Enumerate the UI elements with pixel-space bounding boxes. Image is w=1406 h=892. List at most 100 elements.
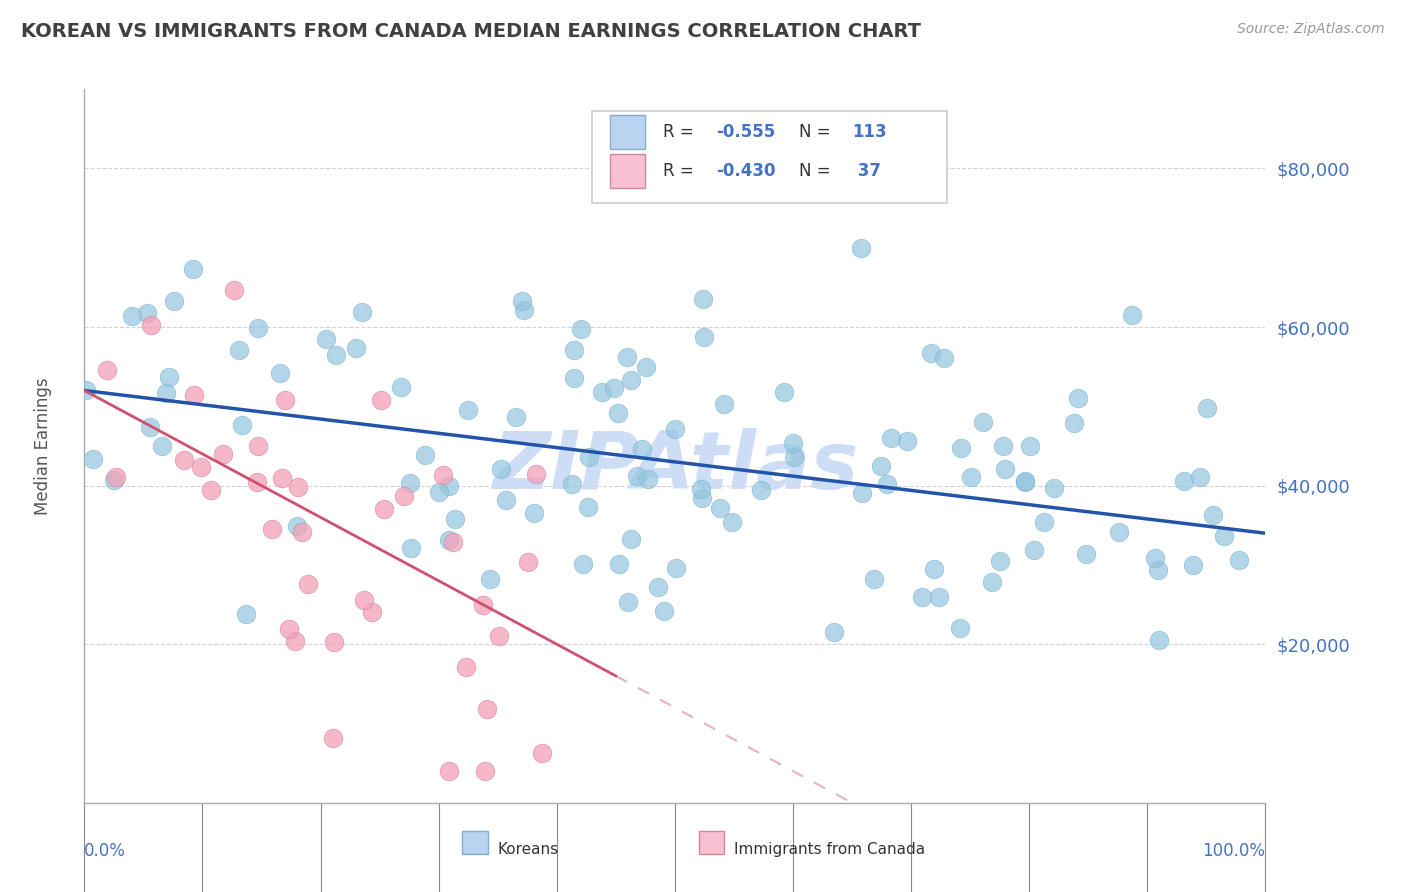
Point <box>284 633 307 648</box>
Point <box>163 293 186 308</box>
Point <box>491 462 513 476</box>
Point <box>287 480 309 494</box>
Point <box>607 406 630 420</box>
Point <box>399 476 422 491</box>
Point <box>413 448 436 462</box>
Text: Immigrants from Canada: Immigrants from Canada <box>734 842 925 857</box>
Point <box>572 557 595 571</box>
Point <box>591 385 613 400</box>
Point <box>607 558 630 572</box>
Point <box>75 384 97 398</box>
Point <box>602 381 624 395</box>
Point <box>437 533 460 547</box>
Point <box>370 392 392 407</box>
Point <box>247 321 270 335</box>
Point <box>920 345 942 359</box>
Point <box>224 284 246 298</box>
Point <box>1033 515 1056 529</box>
Point <box>269 367 291 381</box>
Point <box>271 471 294 485</box>
Point <box>576 500 599 514</box>
Point <box>626 468 648 483</box>
Point <box>472 599 495 613</box>
Text: R =: R = <box>664 123 699 141</box>
Point <box>620 373 643 387</box>
Point <box>441 534 464 549</box>
Point <box>1202 508 1225 523</box>
Point <box>530 746 553 760</box>
Point <box>352 304 374 318</box>
Point <box>1189 469 1212 483</box>
Point <box>444 512 467 526</box>
Point <box>994 462 1017 476</box>
Point <box>721 516 744 530</box>
Point <box>437 764 460 779</box>
Point <box>373 502 395 516</box>
Point <box>399 541 422 556</box>
Point <box>477 701 499 715</box>
Point <box>652 604 675 618</box>
Point <box>344 341 367 355</box>
Point <box>692 292 714 306</box>
Point <box>278 622 301 636</box>
Point <box>427 484 450 499</box>
Point <box>709 500 731 515</box>
Point <box>647 581 669 595</box>
Point <box>870 459 893 474</box>
Text: Koreans: Koreans <box>498 842 558 857</box>
Point <box>569 322 592 336</box>
Point <box>315 332 337 346</box>
Point <box>183 261 205 276</box>
Point <box>105 470 128 484</box>
Point <box>173 453 195 467</box>
Point <box>389 380 412 394</box>
Text: 0.0%: 0.0% <box>84 842 127 860</box>
Text: Median Earnings: Median Earnings <box>34 377 52 515</box>
Text: -0.555: -0.555 <box>716 123 776 141</box>
Point <box>1182 558 1205 573</box>
Point <box>260 522 283 536</box>
Point <box>692 330 714 344</box>
Point <box>82 451 104 466</box>
FancyBboxPatch shape <box>610 115 645 149</box>
Point <box>773 385 796 400</box>
Point <box>103 473 125 487</box>
FancyBboxPatch shape <box>592 111 946 203</box>
Point <box>246 475 269 489</box>
Point <box>432 467 454 482</box>
Text: R =: R = <box>664 162 699 180</box>
Point <box>636 359 658 374</box>
FancyBboxPatch shape <box>610 154 645 188</box>
Text: N =: N = <box>799 162 835 180</box>
Point <box>616 350 638 364</box>
Point <box>911 591 934 605</box>
Point <box>212 447 235 461</box>
Point <box>190 459 212 474</box>
Point <box>664 422 686 436</box>
Point <box>1147 563 1170 577</box>
Point <box>1014 474 1036 488</box>
Point <box>121 309 143 323</box>
Point <box>922 562 945 576</box>
Point <box>782 450 804 464</box>
Point <box>1195 401 1218 415</box>
Point <box>1229 553 1251 567</box>
Point <box>690 491 713 505</box>
Point <box>1076 547 1098 561</box>
Point <box>322 731 344 745</box>
Point <box>139 419 162 434</box>
Point <box>564 343 586 358</box>
Point <box>524 467 547 481</box>
Point <box>287 519 309 533</box>
Point <box>1018 439 1040 453</box>
Point <box>150 439 173 453</box>
Point <box>457 402 479 417</box>
Point <box>959 469 981 483</box>
Point <box>1173 474 1195 488</box>
Point <box>972 415 994 429</box>
Point <box>928 590 950 604</box>
Text: KOREAN VS IMMIGRANTS FROM CANADA MEDIAN EARNINGS CORRELATION CHART: KOREAN VS IMMIGRANTS FROM CANADA MEDIAN … <box>21 22 921 41</box>
Point <box>274 392 297 407</box>
Text: N =: N = <box>799 123 835 141</box>
Point <box>1022 543 1045 558</box>
